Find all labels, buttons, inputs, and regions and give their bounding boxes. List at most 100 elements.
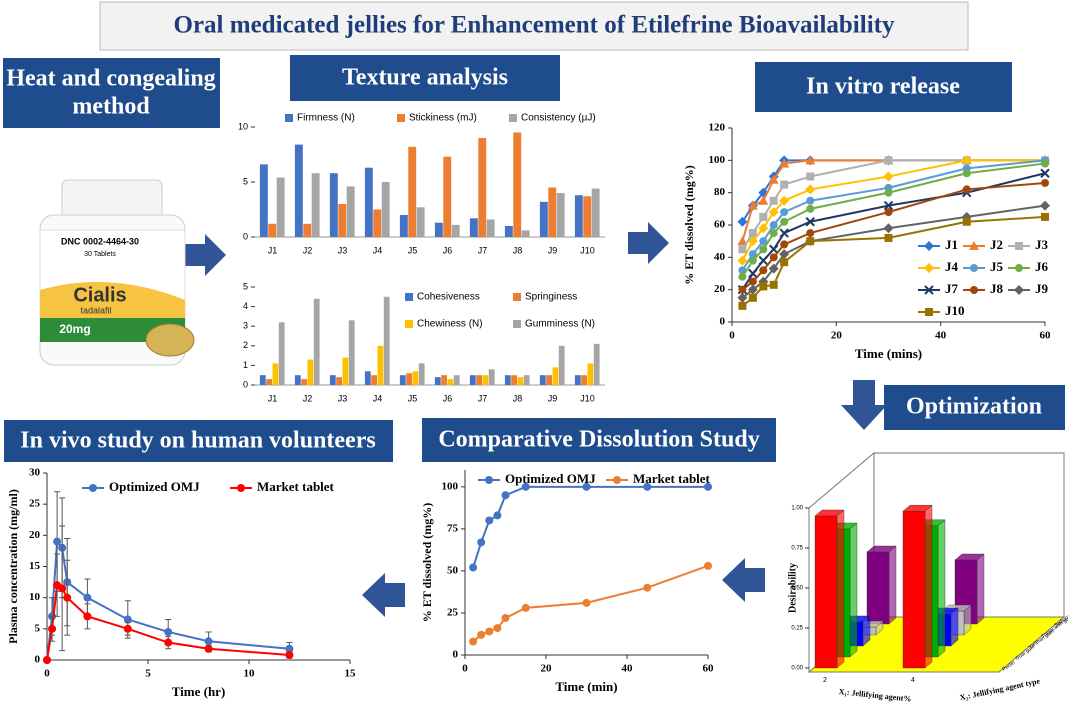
bar (486, 219, 495, 237)
point (501, 614, 510, 622)
z-axis-label: X₂: Jellifying agent type (959, 676, 1041, 702)
point (164, 638, 173, 647)
bar (303, 223, 312, 237)
method-label: method (72, 94, 150, 120)
legend-marker (237, 484, 245, 492)
y-tick-label: 120 (709, 122, 726, 134)
title-box (99, 1, 969, 51)
y-tick-label: 25 (29, 498, 41, 510)
x-tick-label: 0 (462, 663, 468, 675)
legend-label: Market tablet (633, 471, 711, 486)
bar (272, 363, 279, 385)
bar-side (836, 509, 845, 669)
bar (294, 144, 303, 237)
bar (434, 377, 441, 385)
bar (902, 511, 926, 669)
x-tick-label: J5 (408, 393, 418, 403)
point (643, 583, 652, 592)
point (485, 627, 494, 636)
point (53, 537, 62, 546)
bar (336, 377, 342, 385)
y-tick-label: 40 (714, 251, 726, 263)
y-tick-label: 1 (243, 360, 248, 370)
point (759, 237, 768, 246)
bar (399, 375, 406, 385)
y-tick-label: 100 (709, 154, 726, 166)
y-axis-label: % ET dissolved (mg%) (420, 503, 434, 622)
bar (523, 375, 530, 385)
x-axis-label: Time (mins) (855, 346, 922, 361)
point (83, 593, 92, 602)
bar (539, 375, 546, 385)
x-tick-label: 60 (1040, 330, 1052, 342)
x-tick-label: J6 (443, 245, 453, 255)
legend-label: Consistency (µJ) (521, 113, 596, 124)
bar (548, 187, 557, 237)
point (758, 195, 769, 205)
bar (371, 375, 377, 385)
legend-swatch (285, 114, 293, 122)
bar-side (924, 504, 933, 669)
x-tick-label: J9 (548, 393, 558, 403)
point (737, 255, 748, 266)
point (1041, 212, 1049, 221)
x-tick-label: J5 (408, 245, 418, 255)
dissolution-label: Comparative Dissolution Study (438, 427, 759, 453)
point (748, 229, 757, 238)
point (759, 212, 768, 221)
y-tick-label: 0 (243, 231, 248, 241)
point (737, 292, 748, 303)
point (883, 200, 894, 211)
point (805, 155, 816, 165)
bar (441, 375, 447, 385)
point (768, 263, 779, 274)
bar (451, 224, 460, 237)
point (1040, 200, 1050, 211)
y-tick-label: 20 (714, 283, 726, 295)
legend-label: J9 (1035, 281, 1049, 296)
legend-label: J8 (990, 281, 1004, 296)
legend-marker (924, 241, 934, 251)
arrow (362, 573, 405, 617)
bar (574, 375, 581, 385)
bar (581, 375, 587, 385)
point (962, 185, 971, 194)
point (769, 196, 778, 205)
bar (593, 343, 600, 385)
bar (504, 226, 513, 237)
point (779, 195, 790, 206)
optimization-box (884, 385, 1065, 430)
y-axis-label: Desirability (787, 563, 798, 613)
point (704, 482, 712, 491)
point (1041, 178, 1049, 187)
legend-marker (613, 476, 621, 484)
point (582, 482, 591, 491)
x-tick-label: J1 (268, 393, 278, 403)
bar (591, 188, 600, 237)
legend-label: Springiness (525, 292, 577, 303)
x-tick-label: J2 (303, 393, 313, 403)
y-tick-label: 2 (243, 340, 248, 350)
point (493, 624, 502, 633)
x-tick-label: 40 (935, 330, 947, 342)
legend-swatch (509, 114, 517, 122)
bar (443, 156, 452, 237)
point (501, 491, 510, 500)
method-box (3, 58, 220, 128)
legend-label: J4 (945, 259, 959, 274)
legend-marker (1015, 242, 1023, 250)
y-tick-label: 0 (720, 316, 726, 328)
point (747, 236, 758, 247)
bar (329, 375, 336, 385)
point (204, 637, 213, 646)
x-tick-label: J6 (443, 393, 453, 403)
series-line (472, 564, 709, 643)
point (884, 208, 893, 217)
bar (348, 320, 355, 385)
bar (488, 369, 495, 385)
y-tick-label: 30 (29, 467, 41, 479)
texture-label: Texture analysis (342, 65, 508, 91)
legend-label: Chewiness (N) (417, 319, 483, 330)
point (780, 217, 789, 226)
series-line (472, 485, 708, 568)
